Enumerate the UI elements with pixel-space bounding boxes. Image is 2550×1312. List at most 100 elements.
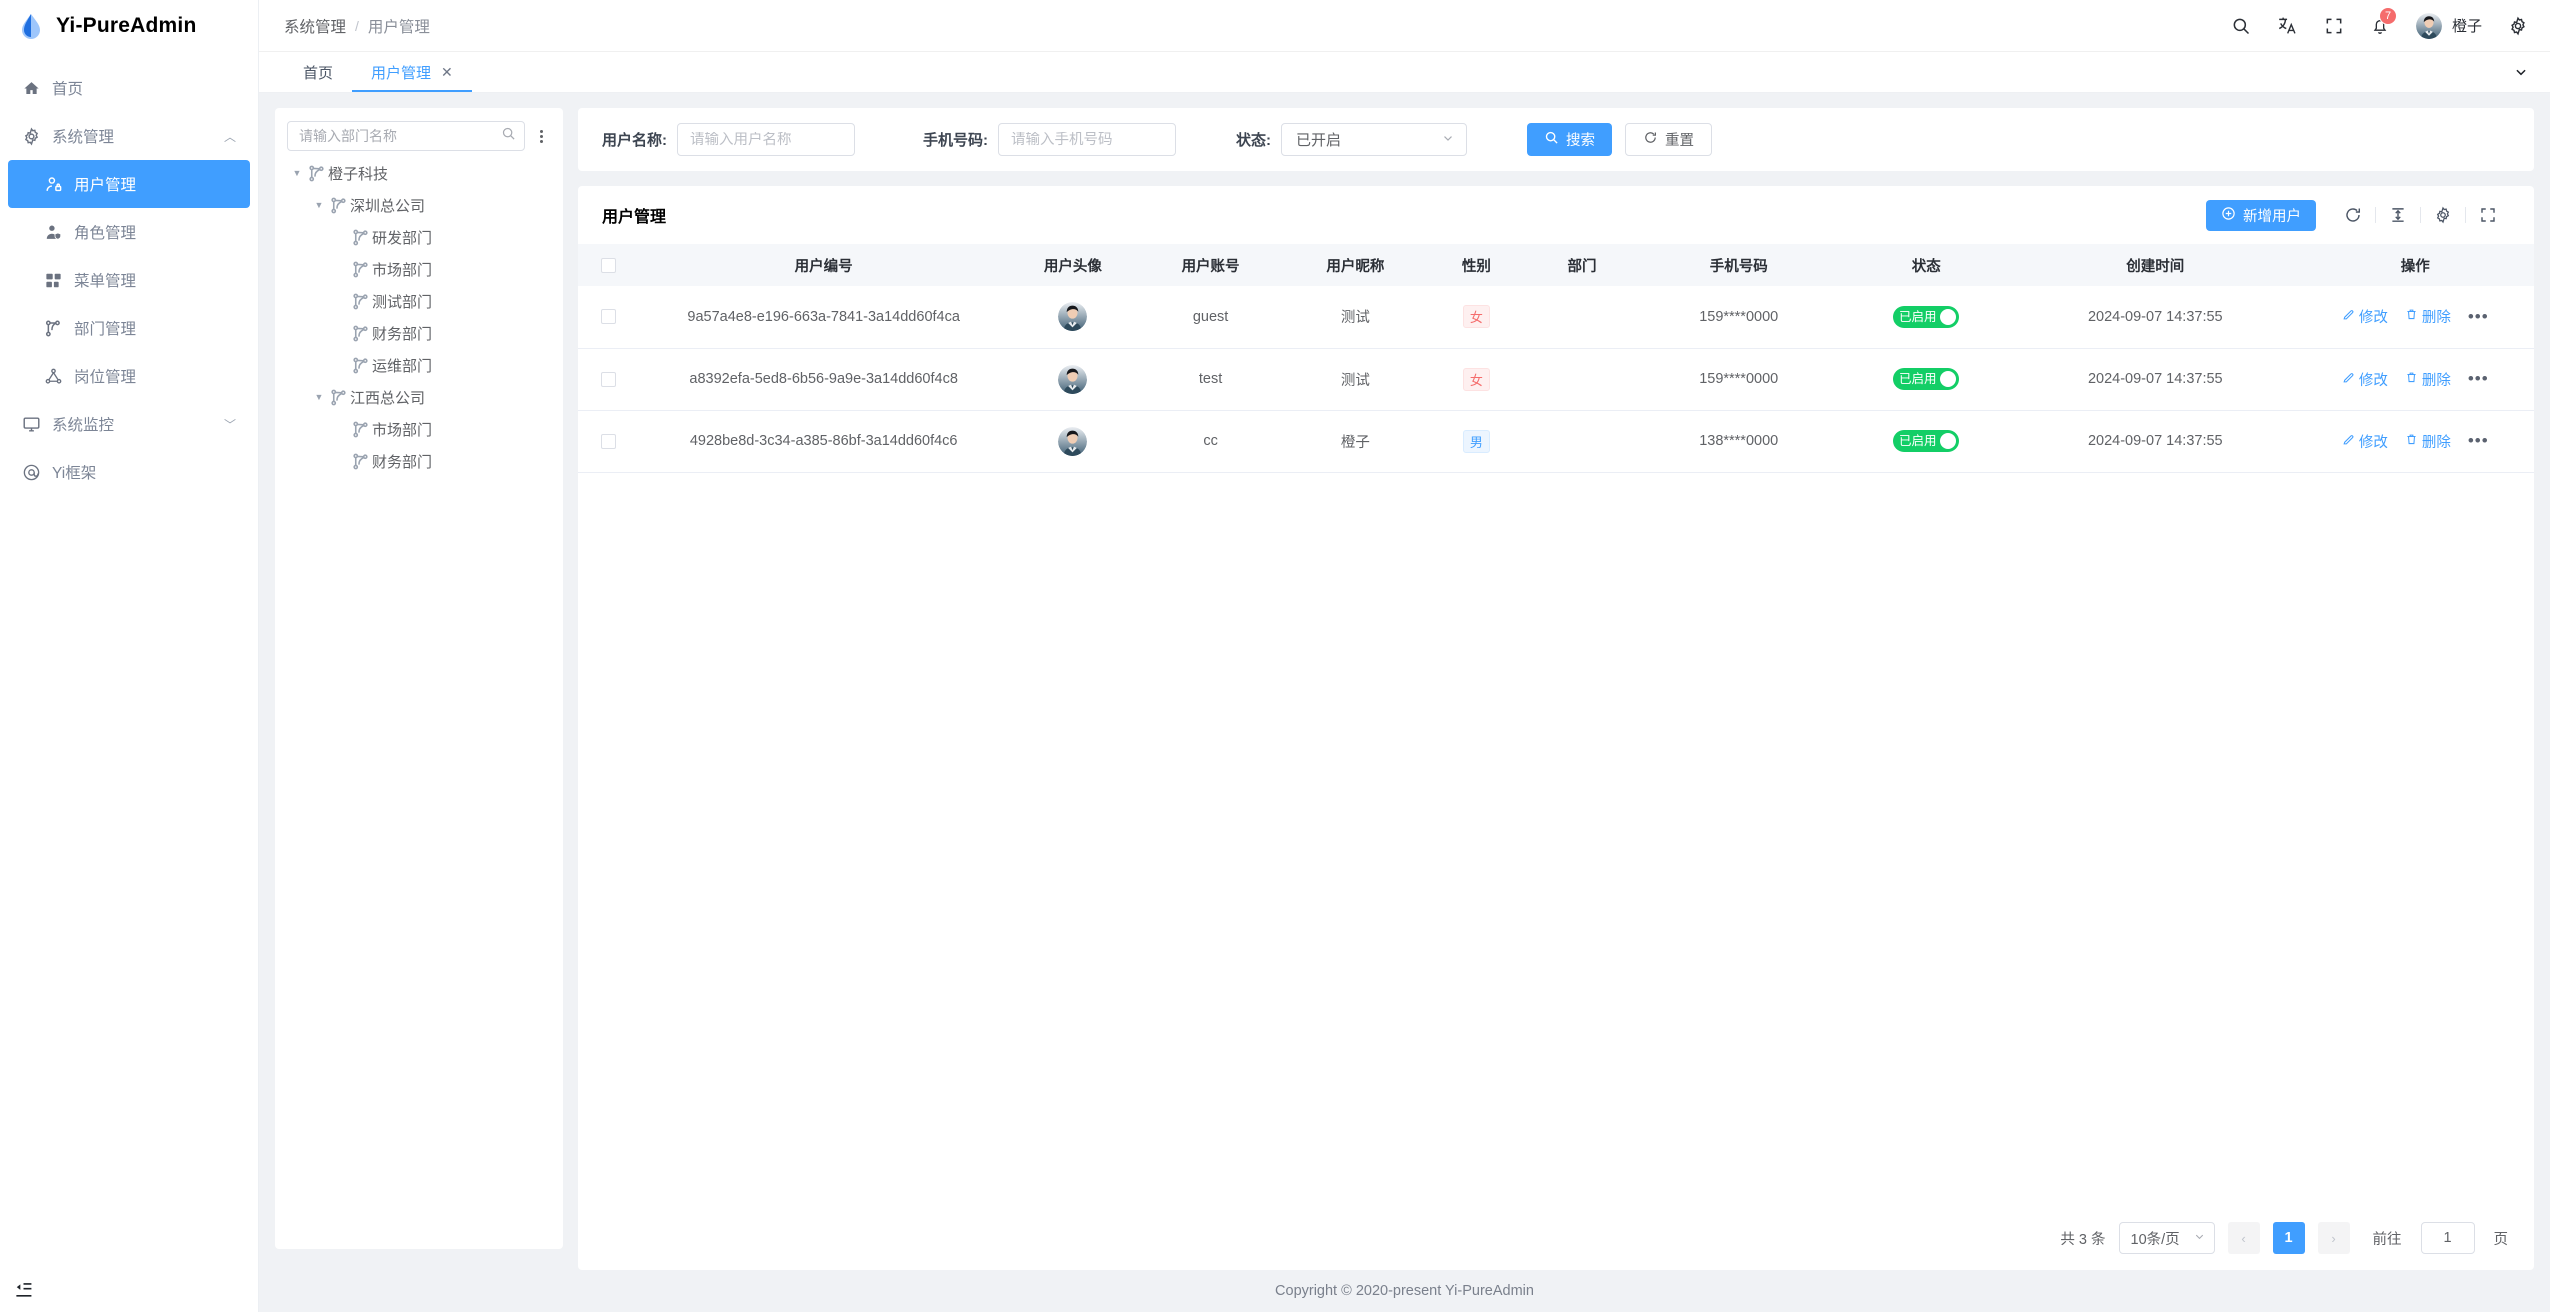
caret-down-icon[interactable]: ▼	[314, 200, 324, 210]
gear-icon[interactable]	[2508, 16, 2528, 36]
sidebar-item-role-management[interactable]: 角色管理	[0, 208, 258, 256]
close-icon[interactable]: ✕	[441, 63, 453, 80]
reset-button[interactable]: 重置	[1625, 123, 1712, 156]
delete-button[interactable]: 删除	[2405, 431, 2451, 452]
row-checkbox[interactable]	[601, 371, 617, 387]
status-select[interactable]: 已开启	[1281, 123, 1467, 156]
add-user-button[interactable]: 新增用户	[2206, 199, 2316, 231]
trash-icon	[2405, 433, 2418, 450]
page-size-value: 10条/页	[2130, 1231, 2180, 1248]
table-row[interactable]: a8392efa-5ed8-6b56-9a9e-3a14dd60f4c8	[578, 348, 2534, 411]
tab-home[interactable]: 首页	[284, 52, 352, 92]
monitor-icon	[22, 415, 41, 434]
page-size-select[interactable]: 10条/页	[2118, 1222, 2215, 1254]
tree-node-shenzhen-hq[interactable]: ▼ 深圳总公司	[287, 195, 551, 215]
sidebar-item-label: 岗位管理	[74, 369, 137, 386]
prev-page-button[interactable]: ‹	[2227, 1222, 2260, 1254]
refresh-icon[interactable]	[2331, 206, 2375, 224]
tab-user-management[interactable]: 用户管理 ✕	[352, 52, 472, 92]
table-empty-space	[578, 473, 2534, 1207]
status-toggle[interactable]: 已启用	[1892, 305, 1960, 328]
sidebar-collapse-button[interactable]	[0, 1266, 258, 1312]
user-menu[interactable]: 橙子	[2415, 12, 2482, 39]
density-icon[interactable]	[2376, 206, 2420, 224]
phone-input-wrap[interactable]	[998, 123, 1176, 156]
edit-button[interactable]: 修改	[2342, 369, 2388, 390]
search-button-label: 搜索	[1566, 133, 1595, 149]
sidebar-item-system-monitor[interactable]: 系统监控 ﹀	[0, 400, 258, 448]
fullscreen-icon[interactable]	[2324, 16, 2344, 36]
sidebar-item-label: 菜单管理	[74, 273, 137, 290]
row-checkbox[interactable]	[601, 433, 617, 449]
column-settings-icon[interactable]	[2421, 206, 2465, 224]
column-header-nickname: 用户昵称	[1282, 244, 1428, 286]
row-checkbox[interactable]	[601, 309, 617, 325]
tree-node-orange-tech[interactable]: ▼ 橙子科技	[287, 163, 551, 183]
select-all-checkbox[interactable]	[601, 257, 617, 273]
search-icon[interactable]	[501, 126, 516, 146]
breadcrumb-item-0[interactable]: 系统管理	[284, 18, 347, 36]
page-number-1[interactable]: 1	[2272, 1222, 2305, 1254]
dept-search-input[interactable]	[299, 128, 501, 144]
next-page-button[interactable]: ›	[2317, 1222, 2350, 1254]
cell-gender: 女	[1427, 286, 1526, 349]
cell-id: 4928be8d-3c34-a385-86bf-3a14dd60f4c6	[639, 410, 1008, 473]
translate-icon[interactable]	[2277, 15, 2298, 36]
dept-search-input-wrap[interactable]	[287, 121, 525, 151]
bell-icon[interactable]: 7	[2370, 6, 2398, 36]
phone-input[interactable]	[1011, 131, 1163, 148]
status-toggle[interactable]: 已启用	[1892, 430, 1960, 452]
tree-node-rd-dept[interactable]: 研发部门	[287, 227, 551, 247]
tree-node-finance-dept-sz[interactable]: 财务部门	[287, 323, 551, 343]
user-lock-icon	[44, 175, 63, 194]
more-actions-icon[interactable]: •••	[2467, 306, 2489, 326]
jump-page-input[interactable]	[2420, 1222, 2475, 1254]
sidebar-item-menu-management[interactable]: 菜单管理	[0, 256, 258, 304]
edit-button[interactable]: 修改	[2342, 431, 2388, 452]
sidebar-item-yi-framework[interactable]: Yi框架	[0, 448, 258, 496]
cell-dept	[1525, 410, 1640, 473]
tab-overflow-button[interactable]	[2514, 52, 2550, 92]
username-input[interactable]	[690, 131, 842, 148]
header-actions: 7	[2231, 6, 2528, 39]
username-label: 用户名称:	[602, 132, 667, 149]
caret-down-icon[interactable]: ▼	[314, 392, 324, 402]
user-table-card: 用户管理 新增用户	[578, 186, 2534, 1270]
more-actions-icon[interactable]: •••	[2467, 368, 2489, 388]
cell-created: 2024-09-07 14:37:55	[2014, 410, 2297, 473]
delete-button[interactable]: 删除	[2405, 306, 2451, 327]
sidebar-item-post-management[interactable]: 岗位管理	[0, 352, 258, 400]
tree-node-finance-dept-jx[interactable]: 财务部门	[287, 451, 551, 471]
tree-node-ops-dept[interactable]: 运维部门	[287, 355, 551, 375]
fullscreen-icon[interactable]	[2466, 206, 2510, 224]
sidebar-item-home[interactable]: 首页	[0, 64, 258, 112]
delete-button[interactable]: 删除	[2405, 369, 2451, 390]
search-icon[interactable]	[2231, 16, 2251, 36]
brand-logo[interactable]: Yi-PureAdmin	[0, 0, 258, 52]
table-row[interactable]: 4928be8d-3c34-a385-86bf-3a14dd60f4c6	[578, 410, 2534, 473]
sidebar-item-system-management[interactable]: 系统管理 ︿	[0, 112, 258, 160]
more-actions-icon[interactable]: •••	[2467, 430, 2489, 450]
tree-node-test-dept[interactable]: 测试部门	[287, 291, 551, 311]
username-input-wrap[interactable]	[677, 123, 855, 156]
status-label: 状态:	[1236, 132, 1271, 149]
tree-node-market-dept-sz[interactable]: 市场部门	[287, 259, 551, 279]
tree-node-jiangxi-hq[interactable]: ▼ 江西总公司	[287, 387, 551, 407]
app-logo-icon	[18, 13, 44, 39]
status-toggle[interactable]: 已启用	[1892, 368, 1960, 390]
phone-label: 手机号码:	[923, 132, 988, 149]
edit-button[interactable]: 修改	[2342, 306, 2388, 327]
search-button[interactable]: 搜索	[1527, 123, 1612, 156]
table-row[interactable]: 9a57a4e8-e196-663a-7841-3a14dd60f4ca	[578, 286, 2534, 349]
cell-gender: 男	[1427, 410, 1526, 473]
sidebar-item-dept-management[interactable]: 部门管理	[0, 304, 258, 352]
tree-node-market-dept-jx[interactable]: 市场部门	[287, 419, 551, 439]
column-header-status: 状态	[1838, 244, 2015, 286]
tree-more-options-icon[interactable]	[531, 129, 551, 143]
sidebar-item-label: Yi框架	[52, 465, 97, 482]
table-header-row: 用户编号 用户头像 用户账号 用户昵称 性别 部门 手机号码 状态 创建时间 操…	[578, 244, 2534, 286]
caret-down-icon[interactable]: ▼	[292, 168, 302, 178]
row-operations: 修改 删除 •••	[2297, 431, 2534, 452]
sidebar-item-label: 用户管理	[74, 177, 137, 194]
sidebar-item-user-management[interactable]: 用户管理	[8, 160, 250, 208]
